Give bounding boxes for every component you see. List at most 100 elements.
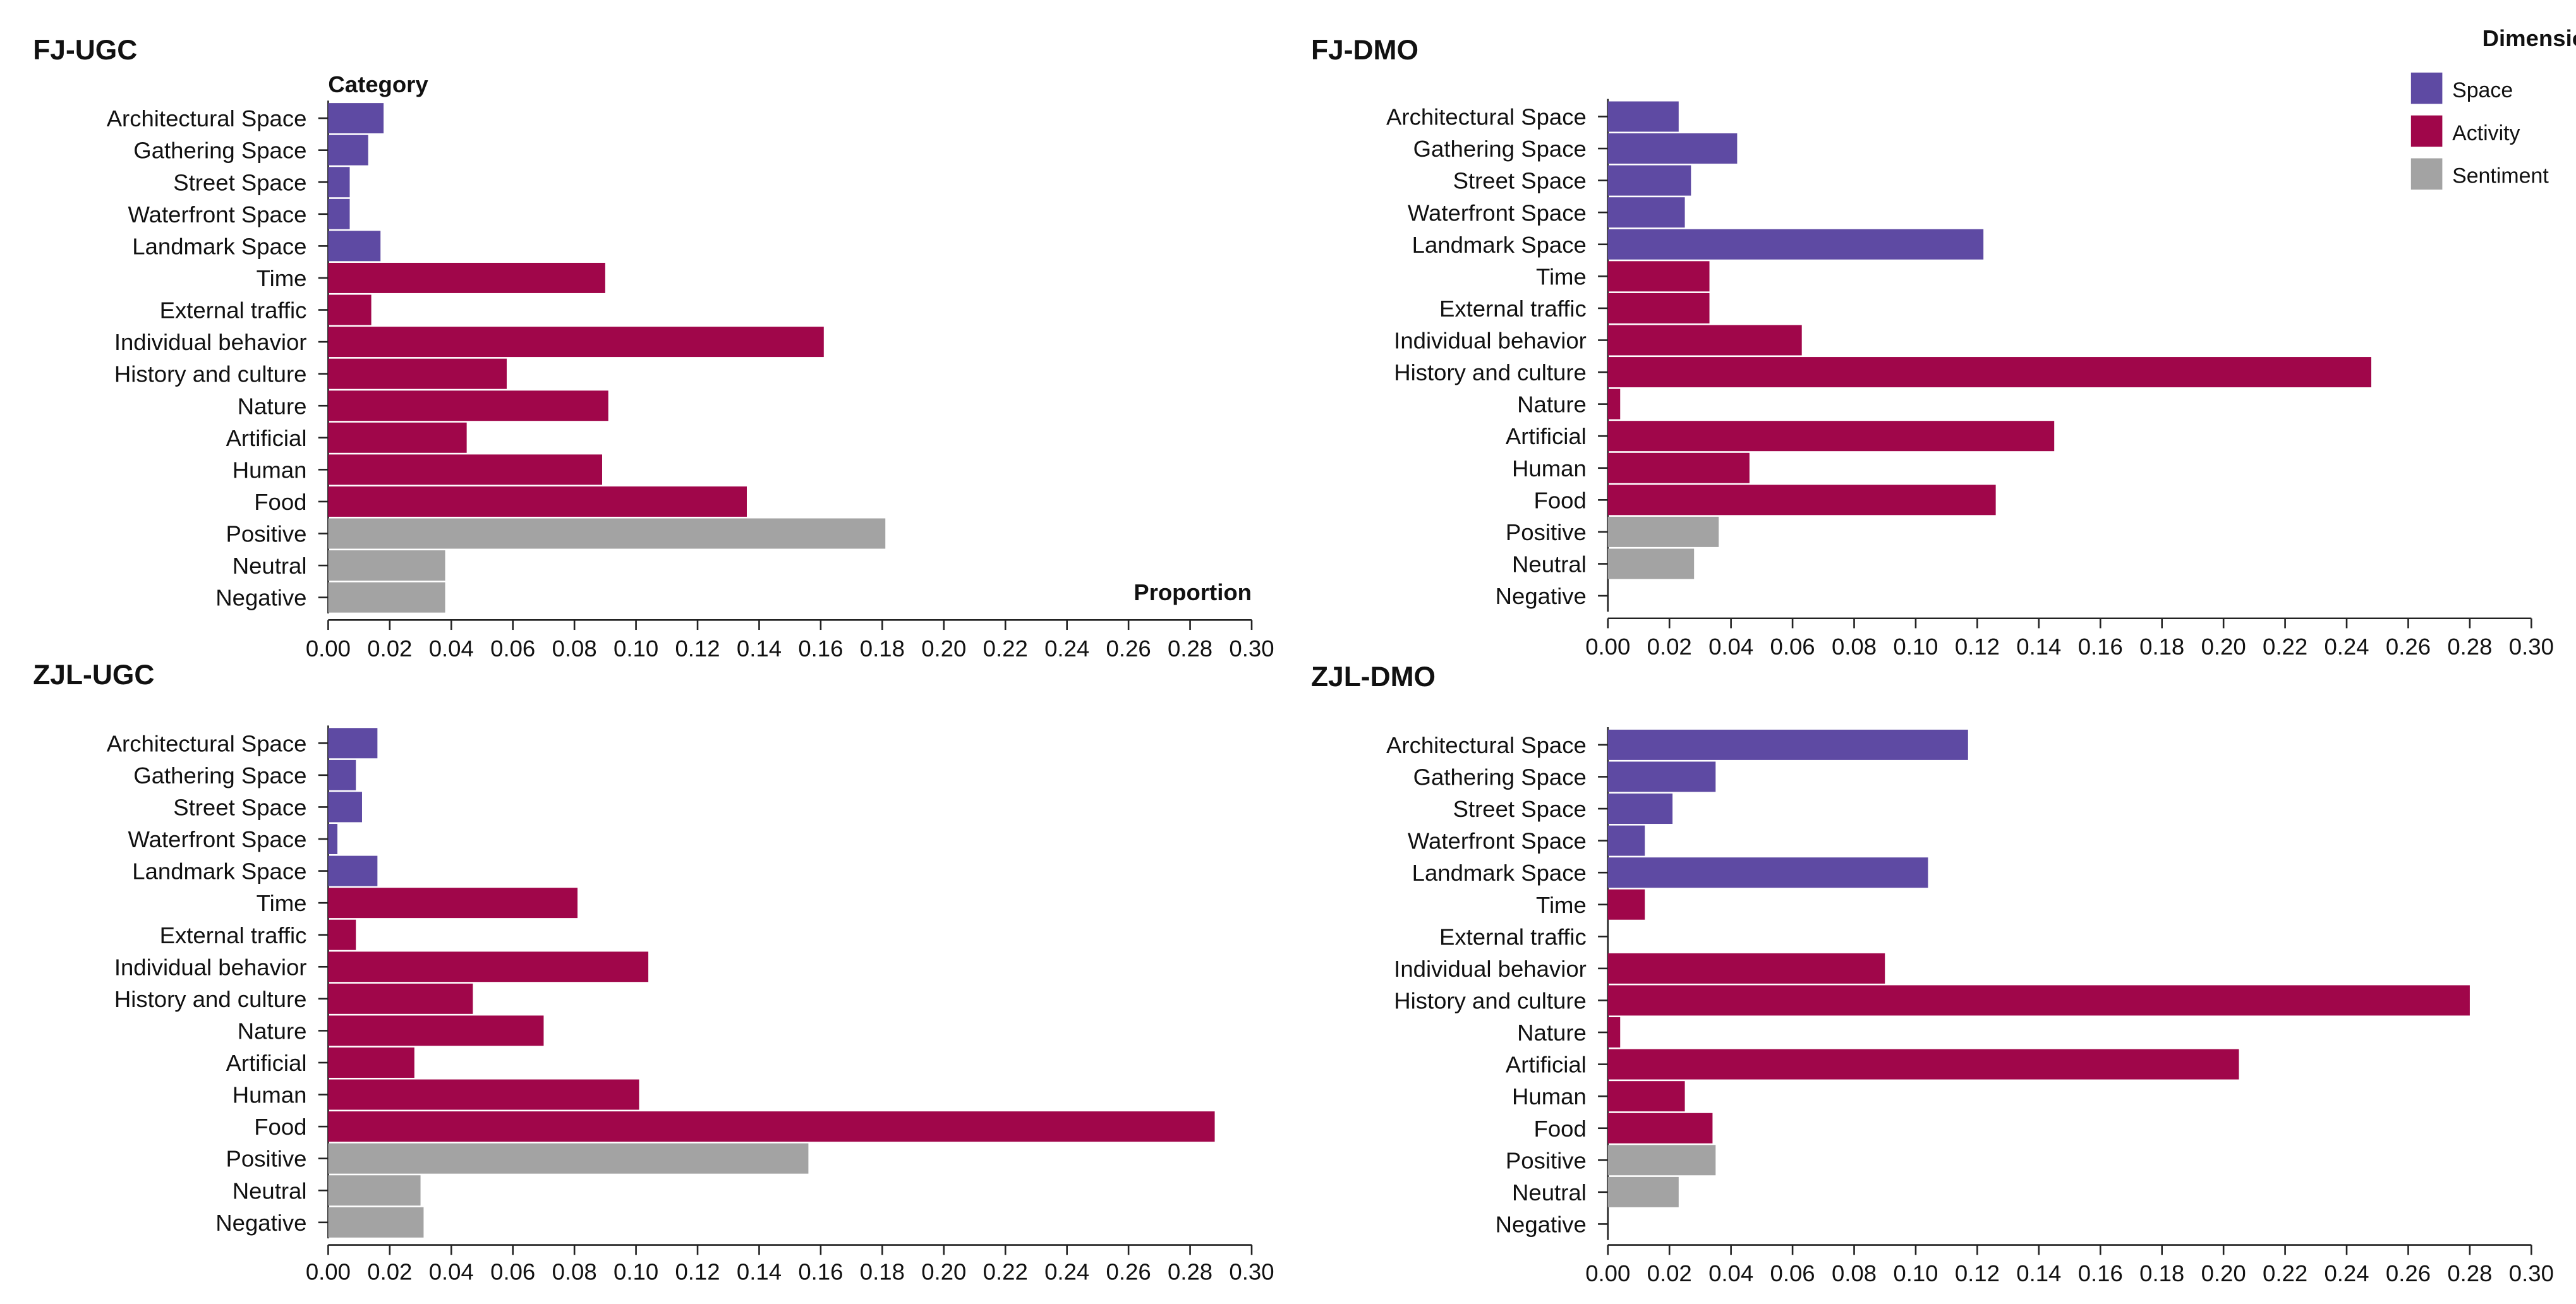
y-tick-label: Landmark Space (132, 859, 306, 884)
bar-food (328, 1111, 1215, 1142)
x-tick-label: 0.10 (614, 1259, 658, 1284)
y-tick-label: History and culture (1394, 359, 1587, 385)
panel-title: FJ-DMO (1311, 35, 1418, 66)
x-tick-label: 0.20 (2201, 634, 2246, 660)
y-tick-label: Food (1534, 1116, 1587, 1142)
y-tick-label: Negative (215, 1210, 306, 1236)
x-tick-label: 0.24 (2324, 634, 2369, 660)
y-tick-label: History and culture (1394, 988, 1587, 1014)
bar-individual-behavior (1607, 325, 1802, 356)
panel-title: ZJL-UGC (33, 660, 154, 691)
x-tick-label: 0.26 (2386, 1260, 2431, 1286)
bar-human (1607, 1081, 1685, 1112)
y-tick-label: Time (257, 265, 307, 291)
x-tick-label: 0.18 (2139, 634, 2184, 660)
bar-food (328, 486, 747, 517)
bar-waterfront-space (328, 824, 338, 854)
x-tick-label: 0.30 (1229, 636, 1274, 661)
bar-history-and-culture (328, 983, 473, 1014)
x-tick-label: 0.12 (675, 1259, 720, 1284)
bar-human (328, 1079, 639, 1110)
bar-street-space (328, 167, 350, 198)
x-tick-label: 0.06 (1770, 634, 1815, 660)
bar-food (1607, 1113, 1713, 1144)
panel-title: FJ-UGC (33, 35, 137, 66)
legend-label: Sentiment (2452, 164, 2549, 188)
x-tick-label: 0.04 (429, 636, 474, 661)
legend-swatch (2410, 158, 2443, 190)
x-tick-label: 0.14 (2016, 634, 2061, 660)
y-tick-label: Architectural Space (107, 106, 307, 131)
x-tick-label: 0.26 (2386, 634, 2431, 660)
bar-history-and-culture (1607, 357, 2372, 388)
y-tick-label: History and culture (114, 986, 307, 1012)
y-tick-label: Negative (1496, 1211, 1587, 1237)
bar-gathering-space (1607, 133, 1738, 164)
y-tick-label: Neutral (1512, 552, 1587, 577)
bar-human (328, 454, 602, 485)
y-tick-label: Negative (1496, 583, 1587, 609)
y-tick-label: Artificial (1506, 423, 1587, 449)
y-tick-label: Positive (226, 521, 307, 547)
bar-neutral (328, 550, 445, 581)
legend: Dimension Space Activity Sentiment (2410, 25, 2576, 190)
y-tick-label: Architectural Space (1386, 104, 1587, 130)
bar-history-and-culture (328, 358, 507, 389)
y-tick-label: Artificial (226, 425, 307, 451)
x-tick-label: 0.16 (2078, 634, 2123, 660)
x-tick-label: 0.12 (1955, 1260, 2000, 1286)
bar-gathering-space (1607, 761, 1716, 792)
x-tick-label: 0.22 (2263, 634, 2307, 660)
y-tick-label: Landmark Space (1412, 860, 1587, 886)
chart-panel-zjl-ugc: ZJL-UGC Architectural Space Gathering Spac… (33, 660, 1274, 1284)
bar-artificial (328, 1047, 414, 1078)
x-tick-label: 0.22 (2263, 1260, 2307, 1286)
y-tick-label: Artificial (1506, 1052, 1587, 1078)
y-tick-label: Individual behavior (114, 329, 307, 355)
bar-human (1607, 452, 1750, 483)
bar-external-traffic (328, 294, 372, 325)
y-tick-label: Positive (1506, 1147, 1587, 1173)
x-tick-label: 0.06 (1770, 1260, 1815, 1286)
x-tick-label: 0.00 (1585, 634, 1630, 660)
y-tick-label: Human (233, 1082, 307, 1108)
x-tick-label: 0.00 (1585, 1260, 1630, 1286)
x-tick-label: 0.10 (1893, 634, 1938, 660)
y-tick-label: Gathering Space (133, 763, 306, 788)
x-tick-label: 0.24 (1044, 1259, 1089, 1284)
x-tick-label: 0.20 (2201, 1260, 2246, 1286)
y-tick-label: Neutral (233, 553, 307, 579)
y-tick-label: Food (254, 1114, 306, 1140)
bar-street-space (1607, 165, 1691, 196)
y-tick-label: Architectural Space (107, 730, 307, 756)
y-tick-label: Individual behavior (1394, 328, 1587, 354)
y-tick-label: Gathering Space (1413, 136, 1587, 162)
x-tick-label: 0.20 (921, 636, 966, 661)
x-tick-label: 0.18 (2139, 1260, 2184, 1286)
y-tick-label: Food (1534, 487, 1587, 513)
x-tick-label: 0.16 (798, 636, 843, 661)
x-tick-label: 0.28 (1168, 636, 1212, 661)
bar-landmark-space (1607, 229, 1984, 260)
bar-neutral (1607, 548, 1695, 579)
x-tick-label: 0.14 (2016, 1260, 2061, 1286)
x-tick-label: 0.06 (490, 1259, 535, 1284)
chart-panel-fj-dmo: FJ-DMO Architectural Space Gathering Space… (1311, 35, 2554, 660)
bar-time (328, 262, 605, 293)
x-tick-label: 0.04 (1708, 634, 1753, 660)
y-tick-label: History and culture (114, 361, 307, 387)
y-tick-label: Landmark Space (1412, 232, 1587, 258)
chart-panel-fj-ugc: FJ-UGC Category Proportion Architectural Sp… (33, 35, 1274, 661)
x-tick-label: 0.30 (1229, 1259, 1274, 1284)
bar-negative (328, 1207, 424, 1238)
bar-waterfront-space (328, 198, 350, 229)
legend-title: Dimension (2482, 25, 2576, 51)
y-tick-label: Negative (215, 585, 306, 611)
y-tick-label: Time (257, 890, 307, 916)
y-tick-label: Architectural Space (1386, 732, 1587, 758)
bar-neutral (328, 1175, 421, 1206)
bar-individual-behavior (328, 951, 649, 982)
bar-history-and-culture (1607, 985, 2470, 1016)
bar-individual-behavior (328, 327, 824, 358)
